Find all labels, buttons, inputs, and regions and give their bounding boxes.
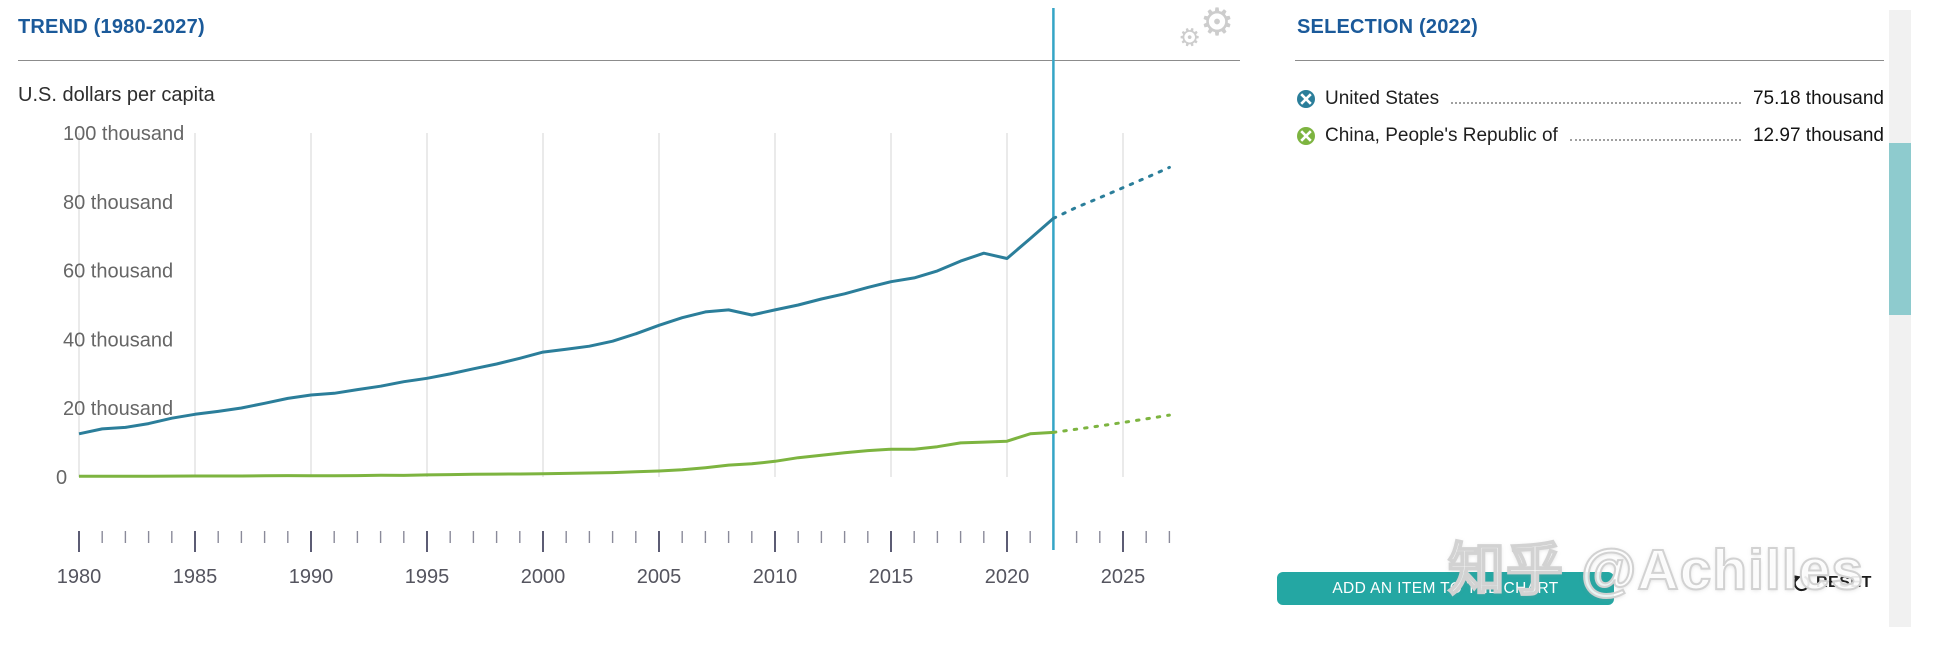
x-axis-tick-label: 2020 — [985, 566, 1030, 588]
selection-item-value: 12.97 thousand — [1752, 124, 1884, 146]
x-axis-tick-label: 2010 — [753, 566, 798, 588]
y-axis-tick-label: 40 thousand — [63, 329, 173, 351]
y-axis-tick-label: 80 thousand — [63, 192, 173, 214]
x-axis-tick-label: 2025 — [1101, 566, 1146, 588]
settings-gear-icon[interactable]: ⚙ ⚙ — [1174, 2, 1238, 56]
selection-list: United States 75.18 thousand China, People… — [1297, 80, 1884, 154]
reset-icon — [1793, 574, 1810, 591]
remove-item-icon[interactable] — [1297, 126, 1315, 145]
selection-item[interactable]: China, People's Republic of 12.97 thousan… — [1297, 117, 1884, 154]
x-axis-tick-label: 1985 — [173, 566, 218, 588]
selection-item[interactable]: United States 75.18 thousand — [1297, 80, 1884, 117]
reset-label: RESET — [1816, 574, 1872, 591]
series-line-solid — [78, 217, 1055, 436]
selection-item-label: United States — [1325, 87, 1440, 109]
selection-item-value: 75.18 thousand — [1752, 87, 1884, 109]
selection-panel-title: SELECTION (2022) — [1297, 16, 1479, 38]
selection-item-label: China, People's Republic of — [1325, 124, 1558, 146]
series-line-projection-dotted — [1051, 413, 1171, 434]
dotted-leader — [1569, 138, 1741, 141]
trend-divider — [18, 60, 1240, 61]
scrollbar-thumb[interactable] — [1889, 143, 1911, 315]
x-axis-tick-label: 2015 — [869, 566, 914, 588]
reset-button[interactable]: RESET — [1792, 572, 1872, 594]
y-axis-unit-label: U.S. dollars per capita — [18, 84, 215, 106]
add-item-button[interactable]: ADD AN ITEM TO THE CHART — [1277, 572, 1614, 605]
x-axis-tick-label: 2005 — [637, 566, 682, 588]
trend-line-chart[interactable]: 0 20 thousand 40 thousand 60 thousand 80 tho… — [0, 0, 1250, 646]
x-axis-tick-label: 2000 — [521, 566, 566, 588]
dotted-leader — [1451, 101, 1741, 104]
selection-divider — [1295, 60, 1884, 61]
x-axis-tick-label: 1980 — [57, 566, 102, 588]
trend-panel-title: TREND (1980-2027) — [18, 16, 205, 38]
remove-item-icon[interactable] — [1297, 89, 1315, 108]
gear-large-icon: ⚙ — [1200, 2, 1235, 44]
y-axis-tick-label: 100 thousand — [63, 123, 184, 145]
x-axis-tick-label: 1990 — [289, 566, 334, 588]
series-line-solid — [79, 430, 1054, 478]
x-axis-tick-label: 1995 — [405, 566, 450, 588]
y-axis-tick-label: 60 thousand — [63, 261, 173, 283]
series-line-projection-dotted — [1051, 165, 1171, 220]
y-axis-tick-label: 20 thousand — [63, 398, 173, 420]
scrollbar-track[interactable] — [1889, 10, 1911, 627]
y-axis-tick-label: 0 — [56, 467, 67, 489]
